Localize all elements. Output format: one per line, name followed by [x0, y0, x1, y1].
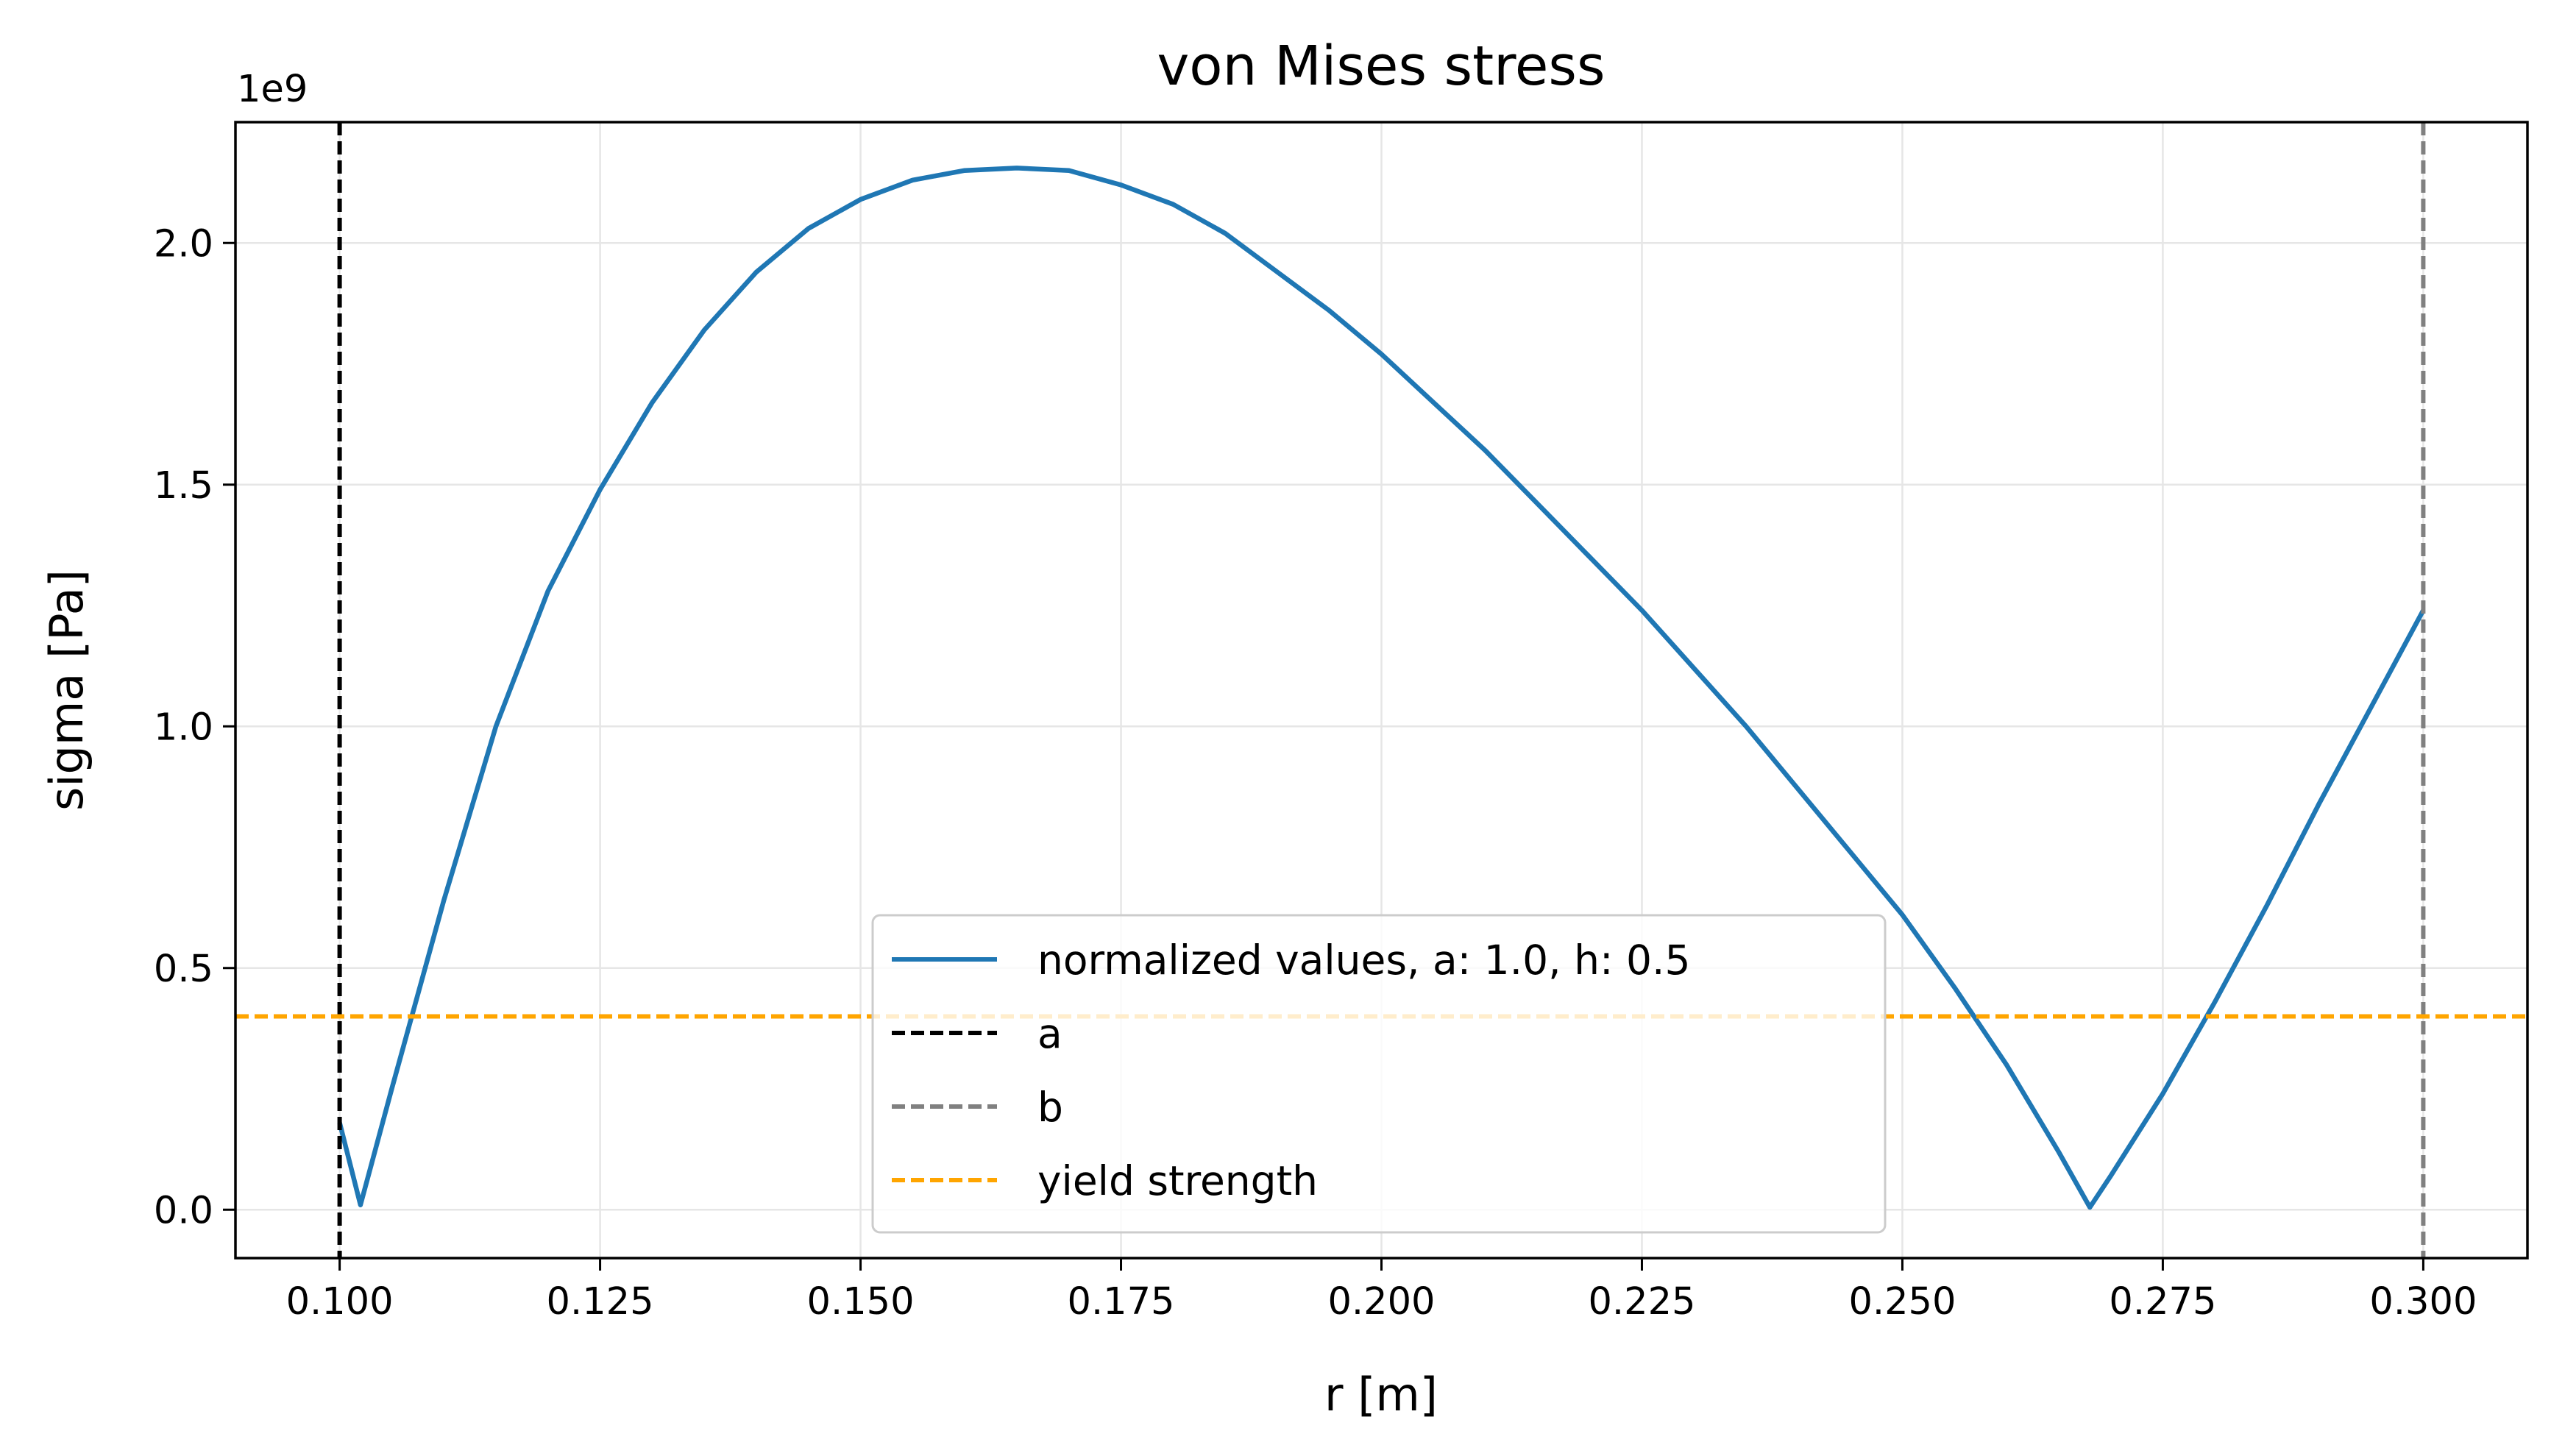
x-tick-label: 0.250 [1848, 1280, 1956, 1324]
y-tick-label: 1.5 [154, 464, 213, 508]
stress-curve [337, 166, 2426, 1210]
legend-label: a [1037, 1010, 1062, 1057]
x-axis-label: r [m] [1324, 1368, 1438, 1421]
chart-title: von Mises stress [1157, 35, 1605, 98]
y-offset-label: 1e9 [237, 68, 308, 111]
legend-label: normalized values, a: 1.0, h: 0.5 [1037, 937, 1690, 984]
y-tick-label: 0.0 [154, 1189, 213, 1232]
x-tick-label: 0.175 [1068, 1280, 1175, 1324]
x-tick-label: 0.275 [2109, 1280, 2216, 1324]
x-axis: 0.100 0.125 0.150 0.175 0.200 0.225 0.250 0.275… [286, 1258, 2477, 1324]
x-tick-label: 0.200 [1327, 1280, 1435, 1324]
legend-entries: normalized values, a: 1.0, h: 0.5 ab yield… [892, 937, 1690, 1204]
y-axis-label: sigma [Pa] [40, 569, 93, 811]
legend: normalized values, a: 1.0, h: 0.5 ab yield… [871, 914, 1887, 1234]
legend-box [871, 914, 1887, 1234]
x-tick-label: 0.100 [286, 1280, 394, 1324]
y-axis: 0.0 0.5 1.0 1.5 2.0 [154, 222, 235, 1232]
y-tick-label: 0.5 [154, 948, 213, 991]
x-tick-label: 0.300 [2369, 1280, 2477, 1324]
legend-label: b [1037, 1084, 1063, 1131]
y-tick-label: 1.0 [154, 706, 213, 749]
x-tick-label: 0.125 [547, 1280, 654, 1324]
grid [235, 122, 2527, 1258]
legend-label: yield strength [1037, 1157, 1318, 1204]
x-tick-label: 0.225 [1588, 1280, 1695, 1324]
y-tick-label: 2.0 [154, 222, 213, 266]
plot-lines [235, 122, 2527, 1258]
x-tick-label: 0.150 [807, 1280, 915, 1324]
